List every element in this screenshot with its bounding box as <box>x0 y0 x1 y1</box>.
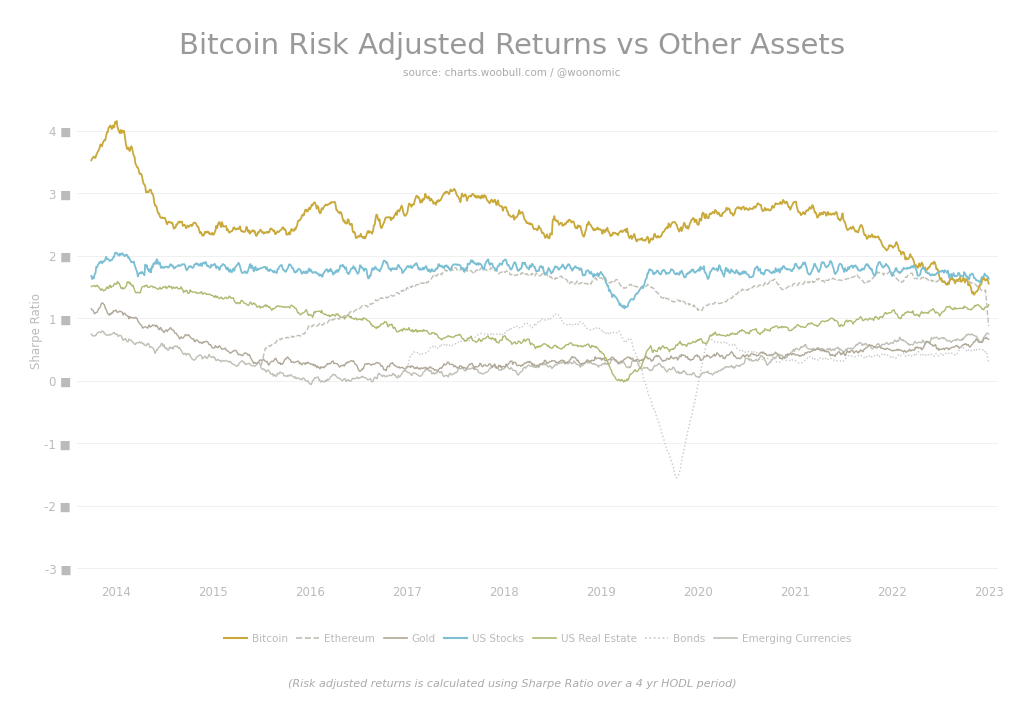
Text: Bitcoin Risk Adjusted Returns vs Other Assets: Bitcoin Risk Adjusted Returns vs Other A… <box>179 32 845 60</box>
Legend: Bitcoin, Ethereum, Gold, US Stocks, US Real Estate, Bonds, Emerging Currencies: Bitcoin, Ethereum, Gold, US Stocks, US R… <box>220 630 855 648</box>
Y-axis label: Sharpe Ratio: Sharpe Ratio <box>30 293 43 369</box>
Text: source: charts.woobull.com / @woonomic: source: charts.woobull.com / @woonomic <box>403 67 621 77</box>
Text: (Risk adjusted returns is calculated using Sharpe Ratio over a 4 yr HODL period): (Risk adjusted returns is calculated usi… <box>288 679 736 689</box>
